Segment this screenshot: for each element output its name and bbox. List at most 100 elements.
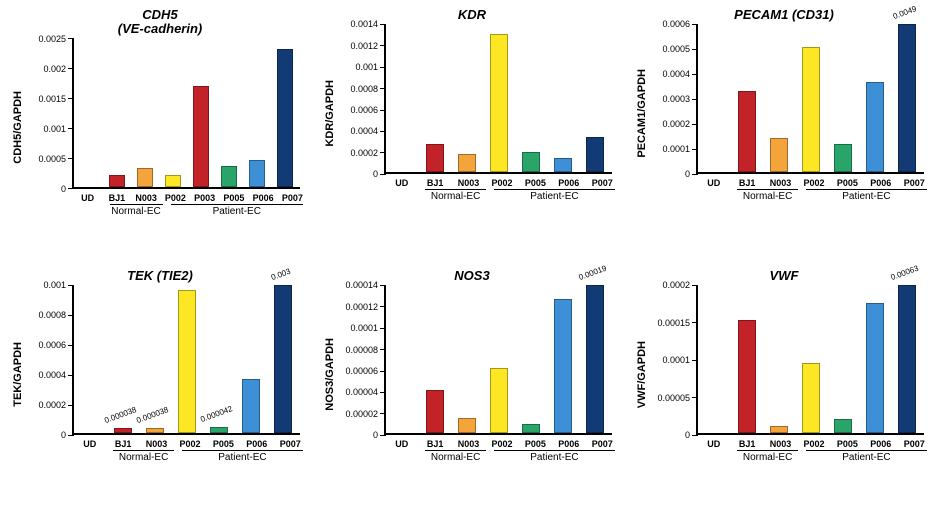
bar-p002 [802,363,820,434]
y-axis-label: TEK/GAPDH [12,342,24,407]
y-tick-label: 0.001 [43,124,74,134]
x-ticks: UDBJ1N003P002P005P006P007 [384,435,620,449]
chart-title: CDH5(VE-cadherin) [118,8,203,37]
chart-vwf: VWFVWF/GAPDH00.000050.00010.000150.00020… [636,269,932,520]
x-tick-label: P005 [522,435,549,449]
bar-slot-p007 [274,39,296,187]
bar-p005 [210,427,228,433]
bar-slot-p002 [174,285,200,433]
bar-slot-p006 [550,24,576,172]
bar-p006 [554,299,572,433]
plot-column: 00.00050.0010.00150.0020.0025UDBJ1N003P0… [26,39,308,217]
group-label: Patient-EC [171,204,304,217]
group-label: Normal-EC [737,189,798,202]
bar-slot-p002 [162,39,184,187]
x-tick-label: P006 [555,435,582,449]
bar-p007 [898,24,916,172]
bar-slot-p007: 0.00063 [894,285,920,433]
x-groups: Normal-ECPatient-EC [384,189,620,202]
bar-slot-p006 [238,285,264,433]
plot-wrap: NOS3/GAPDH00.000020.000040.000060.000080… [324,285,620,463]
bar-slot-ud [78,285,104,433]
chart-pecam1: PECAM1 (CD31)PECAM1/GAPDH00.00010.00020.… [636,8,932,259]
y-axis-label: KDR/GAPDH [324,80,336,147]
x-groups: Normal-ECPatient-EC [696,189,932,202]
y-tick-label: 0.0002 [350,148,386,158]
bar-p006 [866,82,884,172]
plot-wrap: KDR/GAPDH00.00020.00040.00060.00080.0010… [324,24,620,202]
bar-slot-p006 [550,285,576,433]
y-tick-label: 0.0003 [662,94,698,104]
y-tick-label: 0.0014 [350,19,386,29]
chart-title-line: NOS3 [454,269,489,283]
y-axis-label: NOS3/GAPDH [324,338,336,411]
bar-p006 [866,303,884,433]
bar-n003 [137,168,153,186]
x-ticks: UDBJ1N003P002P005P006P007 [72,435,308,449]
x-tick-label: P006 [243,435,270,449]
x-ticks: UDBJ1N003P002P005P006P007 [696,435,932,449]
y-tick-label: 0 [61,430,74,440]
bar-slot-p007: 0.003 [270,285,296,433]
x-tick-label: BJ1 [105,189,128,203]
bar-slot-bj1 [734,24,760,172]
group-spacer [388,189,418,202]
chart-title: NOS3 [454,269,489,283]
x-tick-label: P007 [589,435,616,449]
value-annotation: 0.000038 [135,405,169,425]
bars-container [74,39,300,187]
bar-p006 [554,158,572,173]
bar-n003 [770,138,788,173]
bar-p002 [490,368,508,433]
bars-container: 0.0049 [698,24,924,172]
x-tick-label: P007 [901,174,928,188]
bar-p006 [242,379,260,434]
plot-column: 00.000020.000040.000060.000080.00010.000… [338,285,620,463]
bar-slot-bj1 [734,285,760,433]
plot-area: 00.00020.00040.00060.00080.0010.0000380.… [72,285,300,435]
x-tick-label: UD [388,174,415,188]
x-tick-label: P002 [176,435,203,449]
group-label: Normal-EC [110,204,163,217]
group-label: Normal-EC [425,189,486,202]
x-tick-label: N003 [767,174,794,188]
y-tick-label: 0.00006 [345,366,386,376]
y-tick-label: 0.00012 [345,302,386,312]
bar-bj1 [114,428,132,434]
bar-bj1 [738,320,756,433]
chart-title-line: CDH5 [118,8,203,22]
x-groups: Normal-ECPatient-EC [384,450,620,463]
x-tick-label: P002 [488,435,515,449]
chart-title-line: TEK (TIE2) [127,269,193,283]
bar-p002 [490,34,508,172]
value-annotation: 0.003 [270,267,292,282]
bar-slot-ud [78,39,100,187]
x-tick-label: P007 [589,174,616,188]
x-tick-label: P007 [277,435,304,449]
value-annotation: 0.000042 [199,404,233,424]
y-tick-label: 0.0006 [38,340,74,350]
chart-tek: TEK (TIE2) TEK/GAPDH 00.00020.00040.00060.… [12,269,308,520]
bars-container [386,24,612,172]
y-tick-label: 0.0001 [350,323,386,333]
y-tick-label: 0.00015 [657,318,698,328]
bar-n003 [458,418,476,433]
bar-slot-ud [702,285,728,433]
x-tick-label: UD [76,435,103,449]
chart-title-line: KDR [458,8,486,22]
y-tick-label: 0.0005 [38,154,74,164]
group-label: Patient-EC [806,450,927,463]
bar-p002 [178,290,196,434]
bar-slot-p005 [830,24,856,172]
bar-n003 [146,428,164,434]
bar-slot-p005 [830,285,856,433]
x-tick-label: P007 [281,189,304,203]
plot-area: 00.00050.0010.00150.0020.0025 [72,39,300,189]
x-tick-label: BJ1 [733,435,760,449]
x-tick-label: BJ1 [421,435,448,449]
y-tick-label: 0.0001 [662,355,698,365]
y-tick-label: 0 [373,430,386,440]
chart-grid: CDH5(VE-cadherin)CDH5/GAPDH00.00050.0010… [0,0,944,524]
bar-n003 [770,426,788,433]
bar-p007 [274,285,292,433]
